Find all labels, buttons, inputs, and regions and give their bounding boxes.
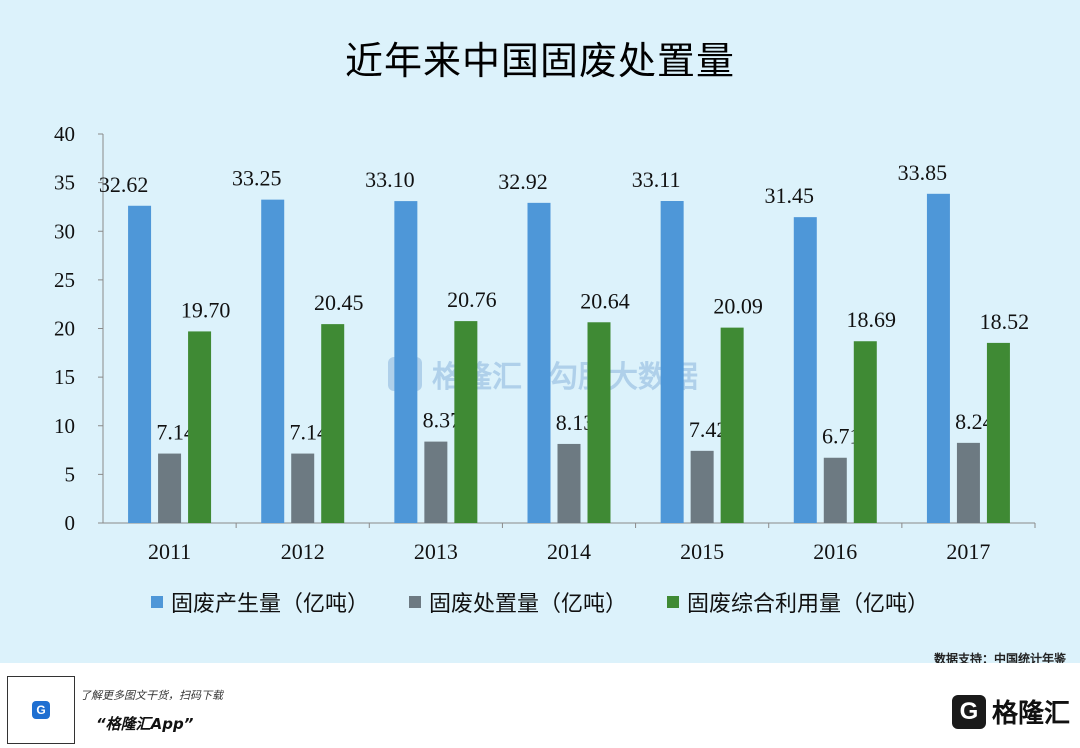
x-tick-label: 2013 <box>414 539 458 564</box>
legend-item-generated: 固废产生量（亿吨） <box>150 586 369 618</box>
y-tick-label: 10 <box>54 414 75 438</box>
data-label-generated: 32.92 <box>498 169 548 194</box>
legend-swatch-generated <box>150 596 163 608</box>
y-tick-label: 5 <box>65 462 76 486</box>
data-label-utilized: 18.69 <box>847 307 897 332</box>
bar-disposed <box>424 441 448 523</box>
y-tick-label: 30 <box>54 219 75 243</box>
data-label-generated: 31.45 <box>765 183 815 208</box>
bar-generated <box>394 201 418 524</box>
bar-disposed <box>956 442 980 523</box>
bar-utilized <box>321 324 345 523</box>
x-tick-label: 2011 <box>148 539 191 564</box>
data-label-generated: 33.25 <box>232 166 282 191</box>
footer: G 了解更多图文干货，扫码下载 “格隆汇App” G 格隆汇 <box>0 663 1080 748</box>
x-tick-label: 2016 <box>813 539 857 564</box>
qr-logo-icon: G <box>32 701 50 719</box>
data-label-utilized: 20.64 <box>580 288 630 313</box>
legend-swatch-disposed <box>408 596 421 608</box>
chart-panel: 近年来中国固废处置量 G 格隆汇 勾股大数据 05101520253035402… <box>0 0 1080 666</box>
bar-generated <box>128 205 152 523</box>
bar-disposed <box>158 453 182 523</box>
data-label-generated: 33.10 <box>365 167 415 192</box>
data-label-utilized: 18.52 <box>980 309 1030 334</box>
bar-utilized <box>188 331 212 523</box>
app-name: “格隆汇App” <box>96 715 194 733</box>
data-label-utilized: 20.45 <box>314 290 364 315</box>
x-tick-label: 2017 <box>946 539 990 564</box>
bar-generated <box>261 199 285 524</box>
bar-generated <box>926 193 950 523</box>
bar-chart: 0510152025303540201132.627.1419.70201233… <box>54 122 1036 564</box>
data-label-utilized: 20.76 <box>447 287 497 312</box>
bar-utilized <box>454 321 478 523</box>
y-tick-label: 15 <box>54 365 75 389</box>
x-tick-label: 2015 <box>680 539 724 564</box>
data-label-generated: 32.62 <box>99 172 149 197</box>
data-label-utilized: 19.70 <box>181 297 231 322</box>
y-tick-label: 20 <box>54 317 75 341</box>
bar-utilized <box>720 327 744 523</box>
x-tick-label: 2012 <box>281 539 325 564</box>
bar-generated <box>660 201 684 523</box>
bar-generated <box>527 202 551 523</box>
data-source: 数据支持：中国统计年鉴 <box>933 652 1066 666</box>
data-label-generated: 33.11 <box>632 167 681 192</box>
legend-swatch-utilized <box>667 596 679 608</box>
bar-disposed <box>690 450 714 523</box>
bar-disposed <box>557 443 581 523</box>
legend-label-utilized: 固废综合利用量（亿吨） <box>687 592 930 617</box>
data-label-generated: 33.85 <box>898 160 948 185</box>
legend-item-utilized: 固废综合利用量（亿吨） <box>667 586 929 618</box>
y-tick-label: 0 <box>65 511 76 535</box>
bar-utilized <box>853 341 877 523</box>
data-label-utilized: 20.09 <box>713 294 763 319</box>
bar-generated <box>793 217 817 523</box>
legend-label-disposed: 固废处置量（亿吨） <box>428 592 627 617</box>
bar-disposed <box>823 457 847 523</box>
bar-disposed <box>291 453 315 523</box>
brand-name: 格隆汇 <box>991 699 1070 729</box>
promo-text: 了解更多图文干货，扫码下载 <box>80 689 223 702</box>
chart-title: 近年来中国固废处置量 <box>344 39 735 83</box>
x-tick-label: 2014 <box>547 539 591 564</box>
y-tick-label: 40 <box>54 122 75 146</box>
brand-logo: G 格隆汇 <box>951 693 1070 730</box>
y-tick-label: 35 <box>54 171 75 195</box>
brand-logo-icon: G <box>951 694 986 729</box>
qr-code-icon[interactable]: G <box>7 676 75 744</box>
y-tick-label: 25 <box>54 268 75 292</box>
bar-utilized <box>587 322 611 523</box>
legend-label-generated: 固废产生量（亿吨） <box>170 592 369 617</box>
legend: 固废产生量（亿吨） 固废处置量（亿吨） 固废综合利用量（亿吨） <box>0 586 1080 618</box>
bar-utilized <box>986 342 1010 523</box>
legend-item-disposed: 固废处置量（亿吨） <box>408 586 627 618</box>
